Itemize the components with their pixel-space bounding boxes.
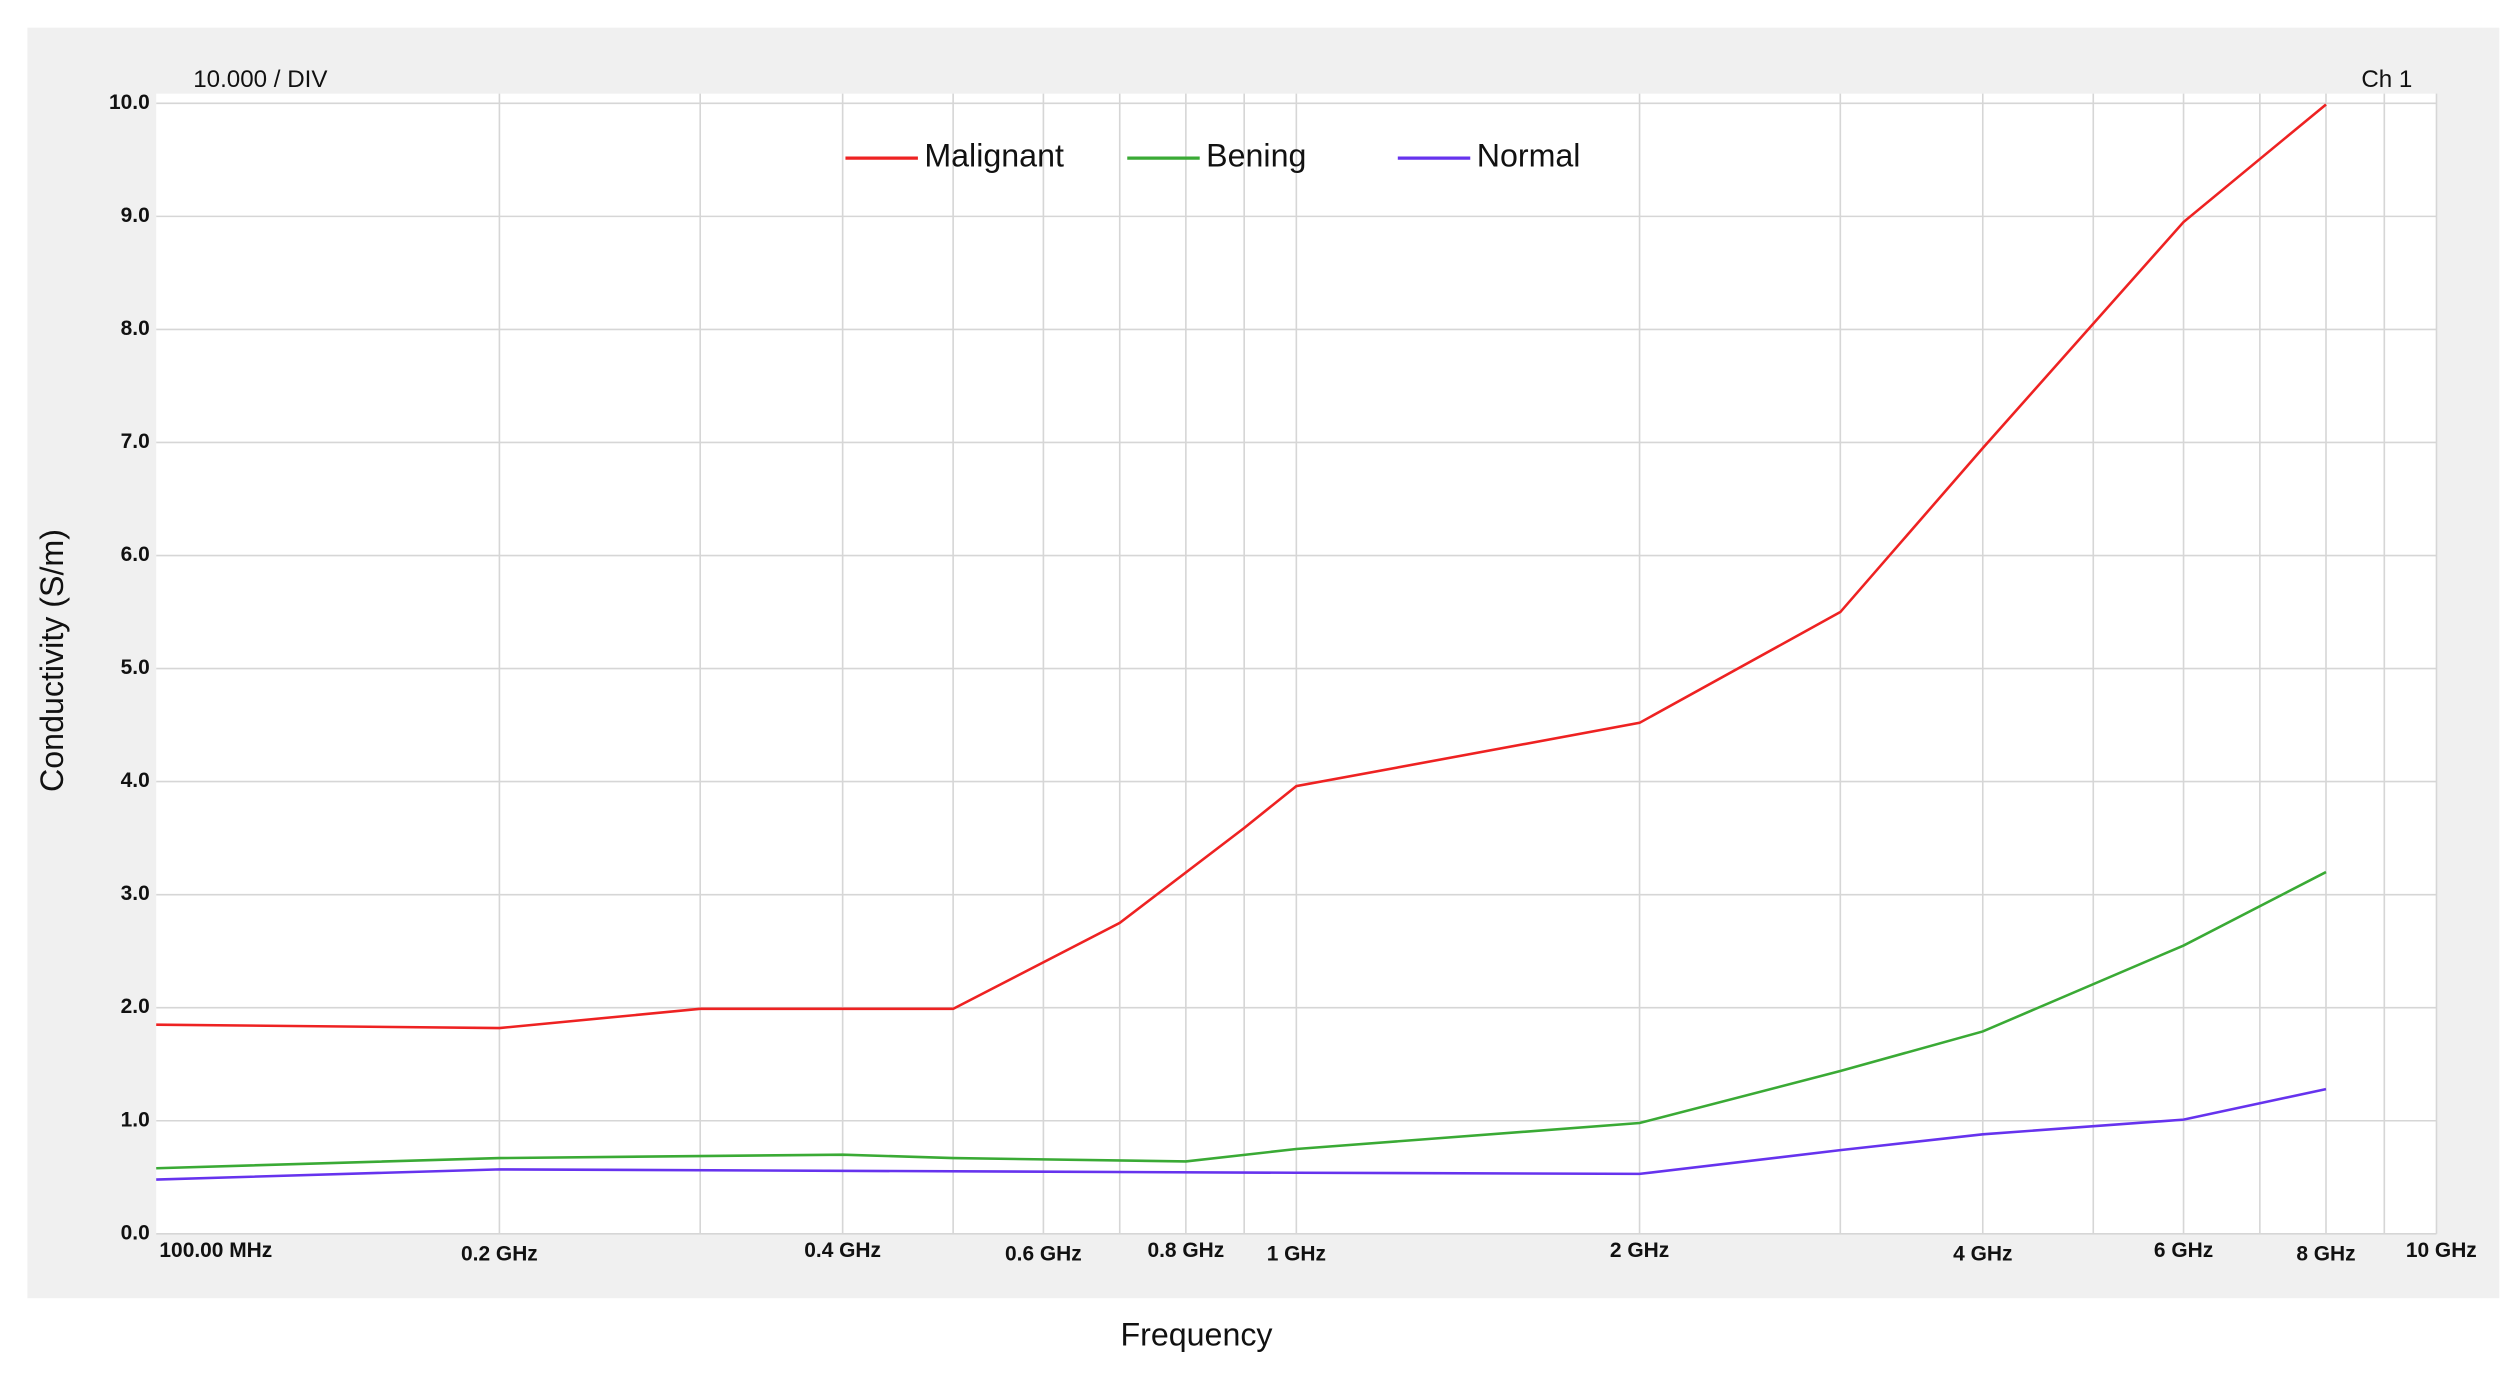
x-axis-label: Frequency [1120, 1316, 1273, 1352]
grid [156, 93, 2438, 1235]
x-tick-label: 100.00 MHz [159, 1239, 272, 1262]
x-tick-label: 0.8 GHz [1147, 1239, 1224, 1262]
series-line [156, 870, 2327, 1170]
y-tick-label: 8.0 [121, 317, 150, 340]
y-tick-label: 7.0 [121, 430, 150, 453]
y-tick-label: 6.0 [121, 543, 150, 566]
y-tick-label: 0.0 [121, 1221, 150, 1244]
x-tick-label: 0.4 GHz [804, 1239, 881, 1262]
series-line [156, 103, 2327, 1030]
y-tick-label: 1.0 [121, 1108, 150, 1131]
y-tick-label: 2.0 [121, 995, 150, 1018]
y-tick-label: 10.0 [109, 91, 150, 114]
x-tick-label: 2 GHz [1610, 1239, 1669, 1262]
legend: Malignant Bening Normal [845, 138, 1580, 174]
x-tick-label: 1 GHz [1267, 1242, 1326, 1265]
series-line [156, 1087, 2327, 1181]
series-lines [156, 103, 2327, 1181]
x-tick-label: 10 GHz [2406, 1239, 2477, 1262]
legend-label: Bening [1206, 138, 1306, 174]
y-tick-label: 3.0 [121, 882, 150, 905]
y-tick-label: 5.0 [121, 656, 150, 679]
y-tick-label: 9.0 [121, 204, 150, 227]
x-tick-label: 0.2 GHz [461, 1242, 538, 1265]
channel-label: Ch 1 [2361, 66, 2412, 93]
legend-label: Normal [1477, 138, 1581, 174]
x-tick-label: 8 GHz [2296, 1242, 2355, 1265]
tick-labels: 0.0 1.0 2.0 3.0 4.0 5.0 6.0 7.0 8.0 9.0 10.0 100.00… [109, 91, 2477, 1265]
x-tick-label: 0.6 GHz [1005, 1242, 1082, 1265]
y-axis-label: Conductivity (S/m) [34, 529, 70, 792]
x-tick-label: 4 GHz [1953, 1242, 2012, 1265]
chart-title: 10.000 / DIV [193, 66, 327, 93]
y-tick-label: 4.0 [121, 769, 150, 792]
x-tick-label: 6 GHz [2154, 1239, 2213, 1262]
legend-label: Malignant [924, 138, 1064, 174]
